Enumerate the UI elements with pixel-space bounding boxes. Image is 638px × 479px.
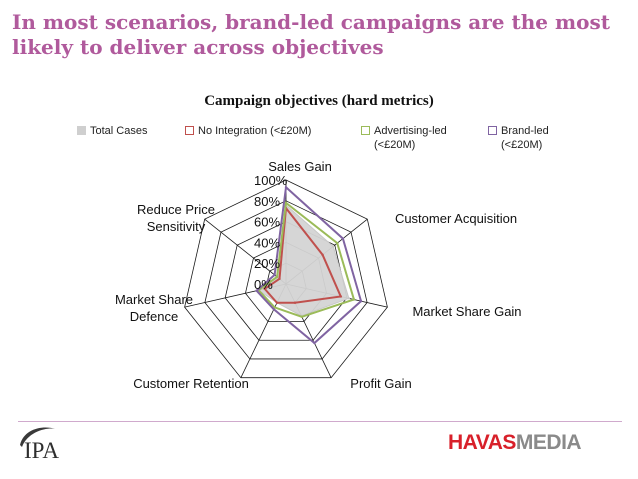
radial-tick-label: 60%	[254, 215, 280, 230]
havas-media-logo: HAVASMEDIA	[448, 431, 582, 455]
ipa-logo-swoosh	[20, 427, 56, 447]
point-total-cases-market-share-gain	[347, 297, 351, 300]
radar-gridline-3	[224, 221, 348, 341]
radial-tick-label: 40%	[254, 235, 280, 250]
legend-swatch-no-integration	[185, 126, 194, 135]
radar-gridline-4	[204, 200, 368, 360]
radar-spoke-reduce-price-sensitivity	[204, 218, 287, 285]
legend-label-no-integration: No Integration (<£20M)	[198, 125, 312, 137]
category-label-reduce-price-sensitivity: Reduce Price Sensitivity	[137, 202, 215, 234]
point-brand-led-20m-market-share-gain	[359, 299, 363, 303]
legend-swatch-total-cases	[77, 126, 86, 135]
ipa-logo-text: IPA	[24, 438, 59, 463]
series-brand-led-20m	[255, 185, 363, 345]
legend-swatch-advertising-led	[361, 126, 370, 135]
chart-title: Campaign objectives (hard metrics)	[204, 93, 434, 109]
footer-divider	[18, 421, 622, 422]
point-no-integration-20m-reduce-price-sensitivity	[278, 277, 281, 281]
radial-tick-label: 100%	[254, 173, 288, 188]
point-advertising-led-20m-profit-gain	[300, 315, 303, 318]
havas-logo-text: HAVAS	[448, 431, 516, 454]
radial-tick-label: 80%	[254, 194, 280, 209]
point-brand-led-20m-reduce-price-sensitivity	[273, 273, 276, 277]
point-no-integration-20m-customer-retention	[275, 301, 279, 304]
radar-gridline-5	[184, 179, 388, 379]
point-advertising-led-20m-customer-retention	[273, 306, 276, 309]
legend-swatch-brand-led	[488, 126, 497, 135]
legend-label-total-cases: Total Cases	[90, 125, 148, 137]
category-label-customer-retention: Customer Retention	[133, 376, 249, 391]
point-brand-led-20m-profit-gain	[313, 341, 316, 345]
series-advertising-led-20m	[257, 200, 356, 318]
point-advertising-led-20m-reduce-price-sensitivity	[275, 275, 279, 279]
category-label-sales-gain: Sales Gain	[268, 159, 332, 174]
point-brand-led-20m-sales-gain	[284, 186, 288, 189]
category-label-profit-gain: Profit Gain	[350, 376, 411, 391]
radial-tick-label: 0%	[254, 277, 273, 292]
category-label-market-share-defence: Market Share Defence	[115, 292, 193, 324]
slide-title: In most scenarios, brand-led campaigns a…	[12, 10, 610, 59]
legend-label-advertising-led: Advertising-led (<£20M)	[374, 125, 447, 151]
point-no-integration-20m-profit-gain	[293, 301, 297, 304]
point-brand-led-20m-market-share-defence	[255, 289, 258, 292]
ipa-logo: IPA	[20, 427, 59, 463]
point-advertising-led-20m-customer-acquisition	[336, 241, 339, 245]
point-advertising-led-20m-sales-gain	[284, 201, 288, 205]
point-no-integration-20m-market-share-defence	[263, 287, 266, 291]
point-brand-led-20m-customer-retention	[272, 308, 276, 311]
point-total-cases-customer-acquisition	[331, 245, 335, 248]
media-logo-text: MEDIA	[515, 431, 582, 454]
category-label-market-share-gain: Market Share Gain	[412, 304, 521, 319]
series-no-integration-20m	[263, 205, 343, 304]
point-no-integration-20m-market-share-gain	[339, 295, 342, 298]
point-no-integration-20m-customer-acquisition	[321, 253, 324, 257]
category-label-customer-acquisition: Customer Acquisition	[395, 211, 517, 226]
point-advertising-led-20m-market-share-gain	[352, 298, 356, 301]
point-brand-led-20m-customer-acquisition	[341, 237, 345, 240]
legend-label-brand-led: Brand-led (<£20M)	[501, 125, 549, 151]
radial-tick-label: 20%	[254, 256, 280, 271]
